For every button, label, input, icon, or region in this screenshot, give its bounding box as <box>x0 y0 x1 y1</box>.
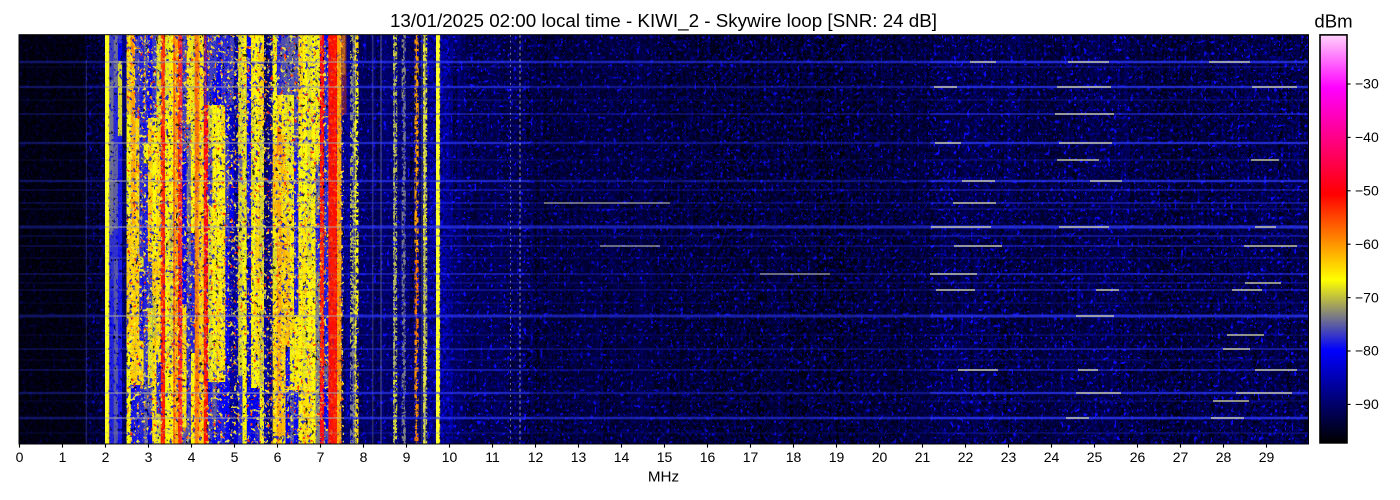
svg-text:27: 27 <box>1173 449 1189 465</box>
svg-text:8: 8 <box>360 449 368 465</box>
svg-text:28: 28 <box>1216 449 1232 465</box>
svg-text:20: 20 <box>872 449 888 465</box>
svg-text:23: 23 <box>1001 449 1017 465</box>
svg-text:2: 2 <box>102 449 110 465</box>
svg-text:10: 10 <box>442 449 458 465</box>
svg-text:9: 9 <box>403 449 411 465</box>
svg-text:14: 14 <box>614 449 630 465</box>
svg-text:−40: −40 <box>1355 129 1379 145</box>
svg-text:7: 7 <box>317 449 325 465</box>
svg-text:11: 11 <box>485 449 500 465</box>
svg-text:3: 3 <box>145 449 153 465</box>
svg-text:−60: −60 <box>1355 236 1379 252</box>
svg-text:18: 18 <box>786 449 802 465</box>
svg-text:17: 17 <box>743 449 759 465</box>
svg-text:−30: −30 <box>1355 76 1379 92</box>
svg-text:6: 6 <box>274 449 282 465</box>
svg-text:MHz: MHz <box>648 469 679 486</box>
svg-text:21: 21 <box>915 449 931 465</box>
svg-text:15: 15 <box>657 449 673 465</box>
svg-text:22: 22 <box>958 449 974 465</box>
svg-text:−50: −50 <box>1355 183 1379 199</box>
svg-text:25: 25 <box>1087 449 1103 465</box>
svg-text:26: 26 <box>1130 449 1146 465</box>
svg-text:13/01/2025 02:00 local time -: 13/01/2025 02:00 local time - KIWI_2 - S… <box>390 10 937 32</box>
svg-text:−70: −70 <box>1355 289 1379 305</box>
svg-text:−80: −80 <box>1355 343 1379 359</box>
svg-text:16: 16 <box>700 449 716 465</box>
svg-text:4: 4 <box>188 449 196 465</box>
svg-text:0: 0 <box>16 449 24 465</box>
svg-text:5: 5 <box>231 449 239 465</box>
svg-text:24: 24 <box>1044 449 1060 465</box>
svg-text:19: 19 <box>829 449 845 465</box>
svg-text:12: 12 <box>528 449 544 465</box>
svg-text:−90: −90 <box>1355 396 1379 412</box>
svg-text:1: 1 <box>59 449 67 465</box>
svg-text:13: 13 <box>571 449 587 465</box>
svg-text:29: 29 <box>1259 449 1275 465</box>
svg-text:dBm: dBm <box>1314 10 1352 31</box>
